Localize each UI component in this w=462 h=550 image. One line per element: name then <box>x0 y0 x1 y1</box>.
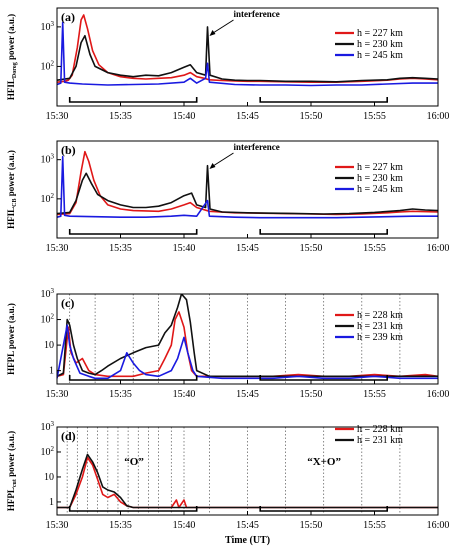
on-period-bracket <box>259 229 388 235</box>
x-tick-label: 15:45 <box>236 389 259 400</box>
y-tick-label: 103 <box>41 20 55 33</box>
series-line-3 <box>57 21 438 87</box>
x-tick-label: 15:30 <box>46 520 69 531</box>
on-period-bracket <box>68 97 198 103</box>
y-axis-label: HFPL power (a.u.) <box>6 303 16 375</box>
legend-entry: h = 245 km <box>357 50 403 61</box>
x-tick-label: 15:40 <box>173 389 196 400</box>
y-tick-label: 10 <box>44 340 54 351</box>
on-period-bracket <box>68 506 198 512</box>
series-line-3 <box>57 324 438 380</box>
y-tick-label: 103 <box>41 287 55 300</box>
x-tick-label: 15:55 <box>363 111 386 122</box>
mode-label: “O” <box>124 456 144 468</box>
series-line-2 <box>57 164 438 215</box>
x-axis-title: Time (UT) <box>225 535 270 546</box>
x-tick-label: 15:55 <box>363 389 386 400</box>
on-period-bracket <box>259 506 388 512</box>
x-tick-label: 15:55 <box>363 520 386 531</box>
panel-a: 15:30 15:35 15:40 15:45 15:50 15:55 16:00 102 10… <box>6 7 450 122</box>
on-period-bracket <box>259 375 388 381</box>
x-tick-label: 15:40 <box>173 520 196 531</box>
x-tick-label: 15:30 <box>46 243 69 254</box>
x-tick-label: 15:35 <box>109 111 132 122</box>
panel-c: 15:30 15:35 15:40 15:45 15:50 15:55 16:00 1 10 10… <box>6 287 449 400</box>
legend-entry: h = 239 km <box>357 332 403 343</box>
legend-entry: h = 230 km <box>357 173 403 184</box>
panel-label: (c) <box>61 296 74 310</box>
annotation-arrow <box>211 19 234 35</box>
interference-annotation: interference <box>209 9 280 36</box>
x-tick-label: 15:35 <box>109 520 132 531</box>
y-tick-label: 102 <box>41 59 55 72</box>
y-axis-label: HFILDorog power (a.u.) <box>6 14 18 100</box>
y-axis-label: HFPLcut power (a.u.) <box>6 431 18 511</box>
y-tick-label: 102 <box>41 445 55 458</box>
y-tick-label: 1 <box>49 497 54 508</box>
x-tick-label: 15:35 <box>109 243 132 254</box>
y-tick-label: 103 <box>41 420 55 433</box>
mode-label: “X+O” <box>307 456 341 468</box>
legend-entry: h = 228 km <box>357 424 403 435</box>
x-tick-label: 16:00 <box>427 389 450 400</box>
legend-entry: h = 230 km <box>357 39 403 50</box>
series-line-1 <box>57 456 438 509</box>
panel-label: (b) <box>61 143 76 157</box>
series-line-2 <box>57 26 438 83</box>
y-tick-label: 103 <box>41 153 55 166</box>
panel-d: 15:30 15:35 15:40 15:45 15:50 15:55 16:00 1 10 10… <box>6 420 449 546</box>
x-tick-label: 15:45 <box>236 520 259 531</box>
annotation-arrowhead <box>209 30 216 36</box>
on-period-bracket <box>68 229 198 235</box>
on-period-bracket <box>68 375 198 381</box>
panel-label: (a) <box>61 10 75 24</box>
x-tick-label: 15:45 <box>236 243 259 254</box>
y-axis-label: HFILCB power (a.u.) <box>6 150 18 229</box>
annotation-arrowhead <box>209 163 216 169</box>
x-tick-label: 15:30 <box>46 111 69 122</box>
legend-entry: h = 227 km <box>357 28 403 39</box>
y-tick-label: 1 <box>49 366 54 377</box>
legend-entry: h = 227 km <box>357 162 403 173</box>
y-tick-label: 102 <box>41 313 55 326</box>
x-tick-label: 15:35 <box>109 389 132 400</box>
panel-b: 15:30 15:35 15:40 15:45 15:50 15:55 16:00 102 10… <box>6 140 450 254</box>
x-tick-label: 16:00 <box>427 111 450 122</box>
series-line-2 <box>57 453 438 509</box>
x-tick-label: 15:50 <box>300 111 323 122</box>
x-tick-label: 15:40 <box>173 243 196 254</box>
x-tick-label: 15:45 <box>236 111 259 122</box>
x-tick-label: 16:00 <box>427 243 450 254</box>
series-line-3 <box>57 155 438 219</box>
x-tick-label: 15:30 <box>46 389 69 400</box>
legend-entry: h = 231 km <box>357 435 403 446</box>
annotation-arrow <box>211 152 234 168</box>
interference-annotation: interference <box>209 142 280 169</box>
x-tick-label: 15:50 <box>300 389 323 400</box>
x-tick-label: 15:50 <box>300 243 323 254</box>
x-tick-label: 16:00 <box>427 520 450 531</box>
x-tick-label: 15:55 <box>363 243 386 254</box>
legend-entry: h = 231 km <box>357 321 403 332</box>
y-tick-label: 10 <box>44 472 54 483</box>
legend-entry: h = 228 km <box>357 310 403 321</box>
y-tick-label: 102 <box>41 192 55 205</box>
x-tick-label: 15:40 <box>173 111 196 122</box>
legend-entry: h = 245 km <box>357 184 403 195</box>
on-period-bracket <box>259 97 388 103</box>
panel-label: (d) <box>61 429 76 443</box>
annotation-text: interference <box>233 142 279 152</box>
x-tick-label: 15:50 <box>300 520 323 531</box>
annotation-text: interference <box>233 9 279 19</box>
